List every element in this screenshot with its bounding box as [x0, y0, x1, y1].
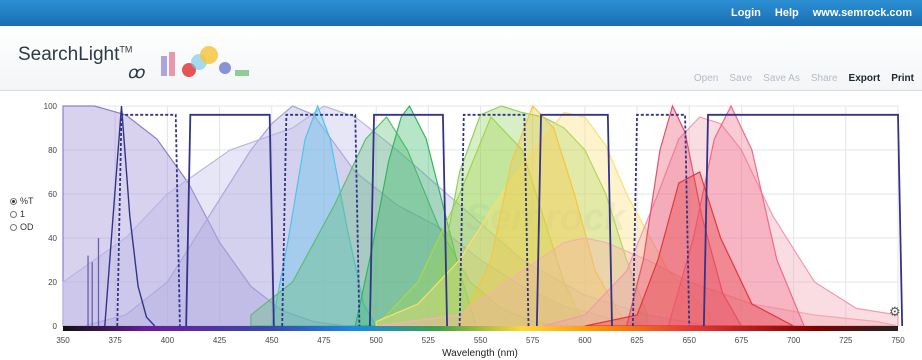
x-tick-label: 500 — [369, 336, 383, 345]
y-tick-label: 40 — [48, 234, 57, 243]
spectrum-area-11 — [376, 237, 899, 327]
app-header — [0, 26, 922, 91]
toolbar: Open Save Save As Share Export Print — [694, 73, 914, 84]
save-as-button[interactable]: Save As — [763, 73, 800, 84]
filter-curve-4 — [368, 113, 448, 327]
spectrum-area-3 — [62, 105, 711, 327]
x-tick-label: 575 — [526, 336, 540, 345]
filter-curve-7 — [631, 113, 691, 327]
y-tick-label: 0 — [53, 322, 58, 331]
x-tick-labels: 350 375 400 425 450 475 500 525 550 575 600 625 650 6… — [56, 336, 905, 345]
x-tick-label: 700 — [787, 336, 801, 345]
help-link[interactable]: Help — [774, 7, 799, 19]
x-tick-label: 600 — [578, 336, 592, 345]
trademark: TM — [119, 44, 133, 55]
logo-artwork: ꝏ — [127, 46, 249, 82]
logo-name: SearchLight — [18, 44, 120, 65]
filter-curve-3 — [281, 113, 361, 327]
x-axis-label: Wavelength (nm) — [442, 348, 518, 359]
gear-icon[interactable]: ⚙ — [889, 304, 901, 319]
top-nav: Login Help www.semrock.com — [731, 0, 912, 26]
x-tick-label: 650 — [683, 336, 697, 345]
filter-curve-1 — [116, 113, 181, 327]
y-tick-label: 20 — [48, 278, 57, 287]
y-tick-labels: 0 20 40 60 80 100 — [44, 102, 58, 331]
app-logo: SearchLightTM — [18, 44, 132, 66]
x-tick-label: 400 — [161, 336, 175, 345]
radio-od[interactable]: OD — [10, 221, 34, 234]
chart-watermark: Semrock — [465, 197, 627, 239]
x-tick-label: 375 — [109, 336, 123, 345]
spectrum-area-2 — [83, 105, 648, 327]
svg-text:ꝏ: ꝏ — [127, 63, 146, 82]
radio-one[interactable]: 1 — [10, 208, 34, 221]
spectrum-area-12 — [542, 116, 899, 327]
filter-curve-5 — [458, 113, 530, 327]
spectrum-area-5 — [250, 116, 565, 327]
top-bar: Login Help www.semrock.com — [0, 0, 922, 26]
radio-button[interactable] — [10, 211, 17, 218]
y-tick-label: 80 — [48, 146, 57, 155]
x-tick-label: 750 — [891, 336, 905, 345]
radio-button[interactable] — [10, 198, 17, 205]
emission-peak-1 — [104, 105, 156, 327]
y-tick-label: 100 — [44, 102, 58, 111]
x-tick-label: 550 — [474, 336, 488, 345]
open-button[interactable]: Open — [693, 73, 719, 84]
x-tick-label: 525 — [422, 336, 436, 345]
filter-curves — [87, 105, 904, 327]
display-mode-group: %T 1 OD — [10, 195, 34, 234]
radio-label-od: OD — [20, 222, 34, 232]
x-tick-label: 350 — [56, 336, 70, 345]
y-tick-label: 60 — [48, 190, 57, 199]
export-button[interactable]: Export — [848, 73, 881, 84]
spectrum-chart[interactable]: Semrock 350 375 400 425 450 475 500 525 550 575 60… — [0, 90, 922, 360]
site-link[interactable]: www.semrock.com — [812, 7, 912, 19]
login-link[interactable]: Login — [730, 7, 761, 19]
spectra-areas — [62, 104, 899, 327]
radio-button[interactable] — [10, 224, 17, 231]
x-tick-label: 450 — [265, 336, 279, 345]
x-tick-label: 725 — [839, 336, 853, 345]
filter-curve-6 — [535, 113, 613, 327]
filter-curve-2 — [185, 113, 275, 327]
print-button[interactable]: Print — [891, 73, 914, 84]
x-tick-label: 625 — [630, 336, 644, 345]
wavelength-color-bar — [63, 326, 898, 331]
x-tick-label: 425 — [213, 336, 227, 345]
radio-label-percent-t: %T — [20, 196, 34, 206]
radio-percent-t[interactable]: %T — [10, 195, 34, 208]
x-tick-label: 675 — [735, 336, 749, 345]
filter-curve-8 — [702, 113, 904, 327]
share-button[interactable]: Share — [810, 73, 838, 84]
radio-label-one: 1 — [20, 209, 26, 219]
save-button[interactable]: Save — [729, 73, 753, 84]
x-tick-label: 475 — [317, 336, 331, 345]
